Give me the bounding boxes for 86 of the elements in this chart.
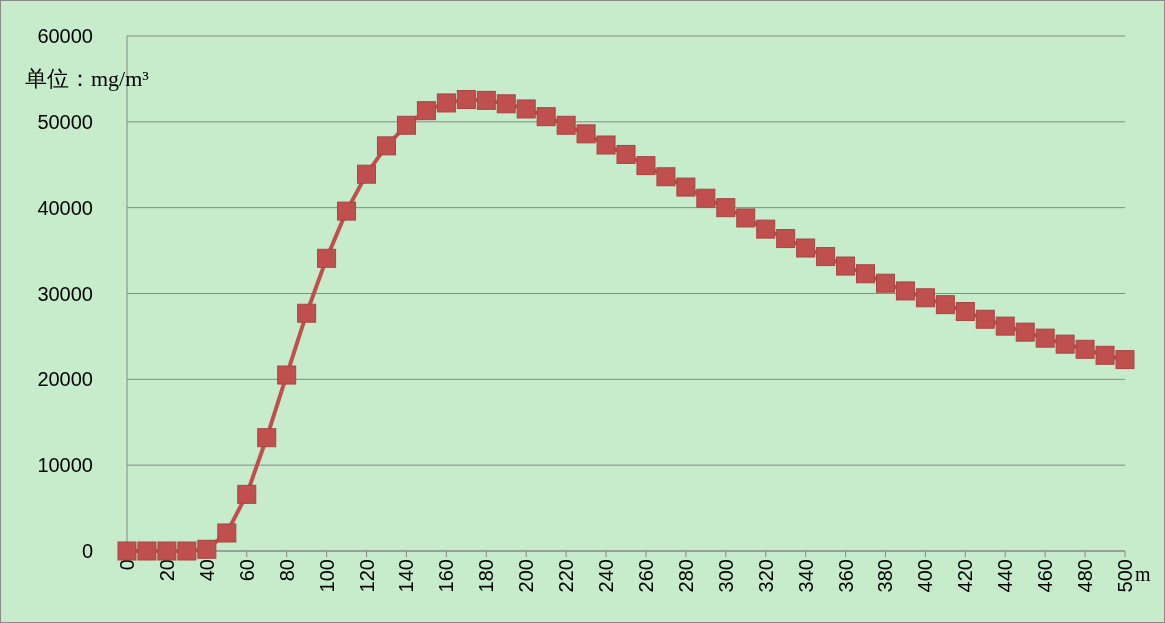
x-tick-label: 20 [155, 559, 178, 582]
point [1055, 334, 1075, 354]
point [157, 541, 177, 561]
y-tick-label: 10000 [37, 454, 93, 477]
point [1075, 339, 1095, 359]
point [856, 264, 876, 284]
point [396, 115, 416, 135]
x-tick-label: 120 [355, 559, 378, 593]
x-tick-label: 360 [834, 559, 857, 593]
point [796, 238, 816, 258]
point [576, 124, 596, 144]
x-tick-label: 40 [195, 559, 218, 582]
point [436, 93, 456, 113]
x-tick-label: 440 [994, 559, 1017, 593]
x-tick-label: 300 [714, 559, 737, 593]
x-tick-label: 400 [914, 559, 937, 593]
x-tick-label: 420 [954, 559, 977, 593]
x-tick-label: 320 [754, 559, 777, 593]
point [1115, 350, 1135, 370]
point [935, 295, 955, 315]
point [416, 101, 436, 121]
x-tick-label: 220 [555, 559, 578, 593]
point [137, 541, 157, 561]
y-tick-label: 60000 [37, 25, 93, 47]
point [277, 365, 297, 385]
point [616, 144, 636, 164]
point [177, 541, 197, 561]
point [636, 156, 656, 176]
point [117, 541, 137, 561]
x-tick-label: 100 [315, 559, 338, 593]
y-tick-label: 50000 [37, 110, 93, 133]
point [736, 208, 756, 228]
point [476, 90, 496, 110]
point [816, 247, 836, 267]
point [955, 302, 975, 322]
x-tick-label: 0 [116, 559, 138, 571]
point [237, 484, 257, 504]
x-tick-label: 500 [1114, 559, 1136, 593]
point [596, 135, 616, 155]
point [915, 288, 935, 308]
y-tick-label: 20000 [37, 368, 93, 391]
point [895, 281, 915, 301]
point [1035, 328, 1055, 348]
point [357, 164, 377, 184]
x-tick-label: 380 [874, 559, 897, 593]
x-tick-label: 80 [275, 559, 298, 582]
point [836, 256, 856, 276]
point [337, 201, 357, 221]
point [676, 177, 696, 197]
point [556, 115, 576, 135]
x-axis-title: m [1135, 563, 1151, 585]
point [536, 107, 556, 127]
x-tick-label: 60 [235, 559, 258, 582]
y-axis-title: 单位：mg/m³ [25, 66, 150, 91]
y-tick-label: 0 [81, 540, 93, 562]
point [297, 303, 317, 323]
point [1015, 322, 1035, 342]
point [696, 188, 716, 208]
x-tick-label: 140 [395, 559, 418, 593]
point [217, 523, 237, 543]
x-tick-label: 480 [1074, 559, 1097, 593]
x-tick-label: 340 [794, 559, 817, 593]
point [756, 219, 776, 239]
point [516, 99, 536, 119]
x-tick-label: 200 [515, 559, 538, 593]
point [257, 428, 277, 448]
y-tick-label: 40000 [37, 196, 93, 219]
x-tick-label: 260 [634, 559, 657, 593]
point [656, 167, 676, 187]
point [875, 273, 895, 293]
point [317, 248, 337, 268]
point [1095, 345, 1115, 365]
point [716, 198, 736, 218]
point [975, 309, 995, 329]
point [995, 316, 1015, 336]
x-tick-label: 180 [475, 559, 498, 593]
point [197, 539, 217, 559]
x-tick-label: 280 [674, 559, 697, 593]
x-tick-label: 160 [435, 559, 458, 593]
point [456, 90, 476, 110]
point [496, 94, 516, 114]
x-tick-label: 240 [595, 559, 618, 593]
y-tick-label: 30000 [37, 282, 93, 305]
x-tick-label: 460 [1034, 559, 1057, 593]
point [376, 136, 396, 156]
point [776, 229, 796, 249]
